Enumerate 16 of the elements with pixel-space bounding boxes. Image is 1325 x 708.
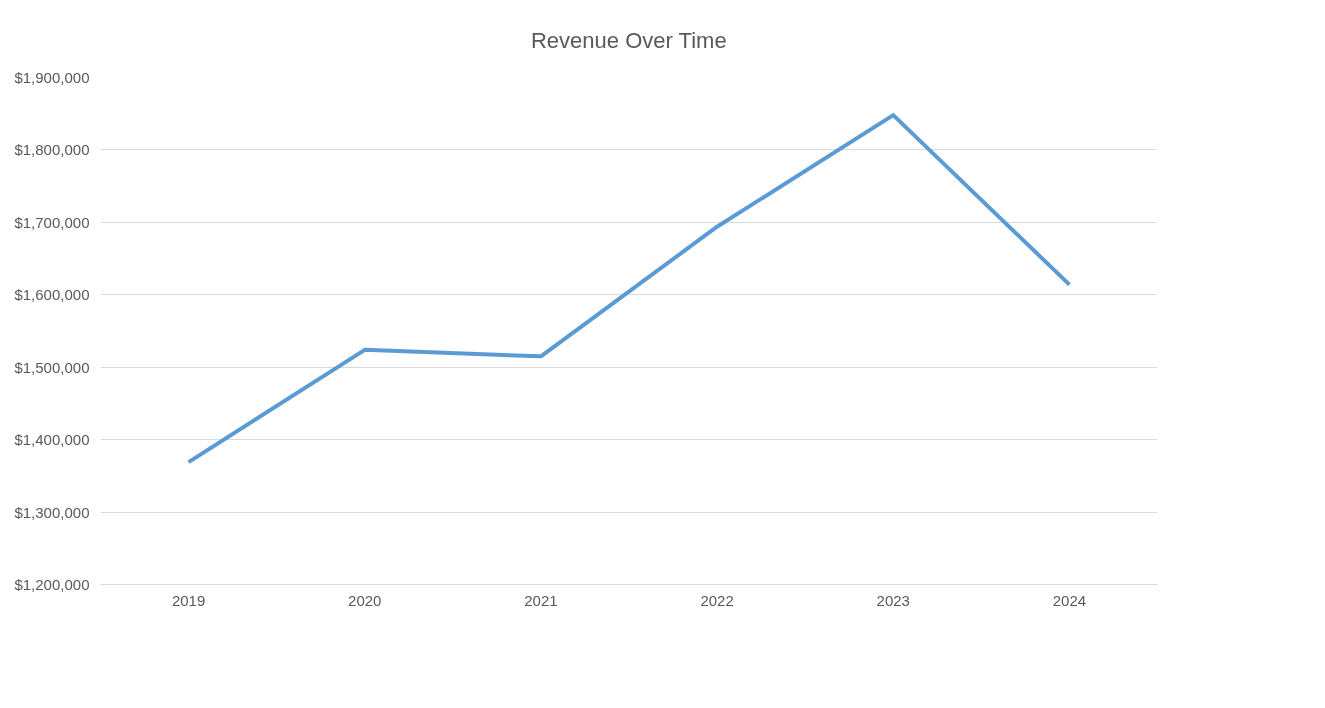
y-tick-label: $1,800,000 [14,141,90,159]
x-tick-label: 2021 [524,591,558,609]
chart-title: Revenue Over Time [530,27,727,53]
y-tick-label: $1,300,000 [14,503,90,521]
y-tick-label: $1,500,000 [14,358,90,376]
y-tick-label: $1,900,000 [14,69,90,86]
x-tick-label: 2023 [876,591,910,609]
y-tick-label: $1,200,000 [14,576,90,593]
y-tick-label: $1,600,000 [14,286,90,304]
x-tick-label: 2020 [348,591,382,609]
x-tick-label: 2022 [700,591,734,609]
y-tick-label: $1,700,000 [14,213,90,231]
x-tick-label: 2024 [1052,591,1087,609]
line-series [186,113,1072,465]
y-tick-label: $1,400,000 [14,431,90,449]
x-tick-label: 2019 [171,591,206,609]
